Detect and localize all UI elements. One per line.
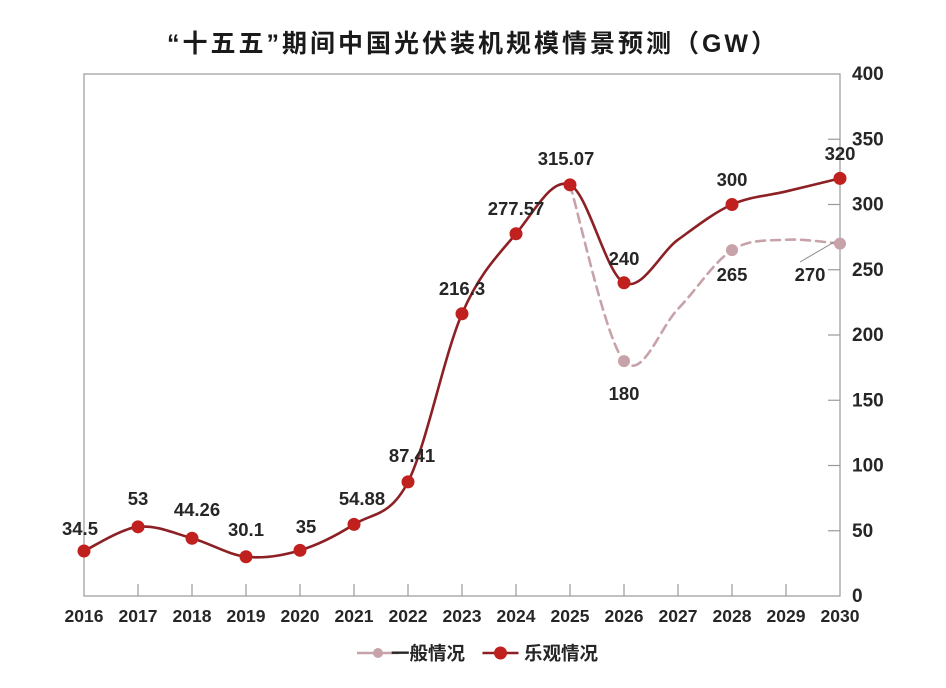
svg-text:乐观情况: 乐观情况 [524,643,599,664]
svg-text:一般情况: 一般情况 [391,643,466,664]
